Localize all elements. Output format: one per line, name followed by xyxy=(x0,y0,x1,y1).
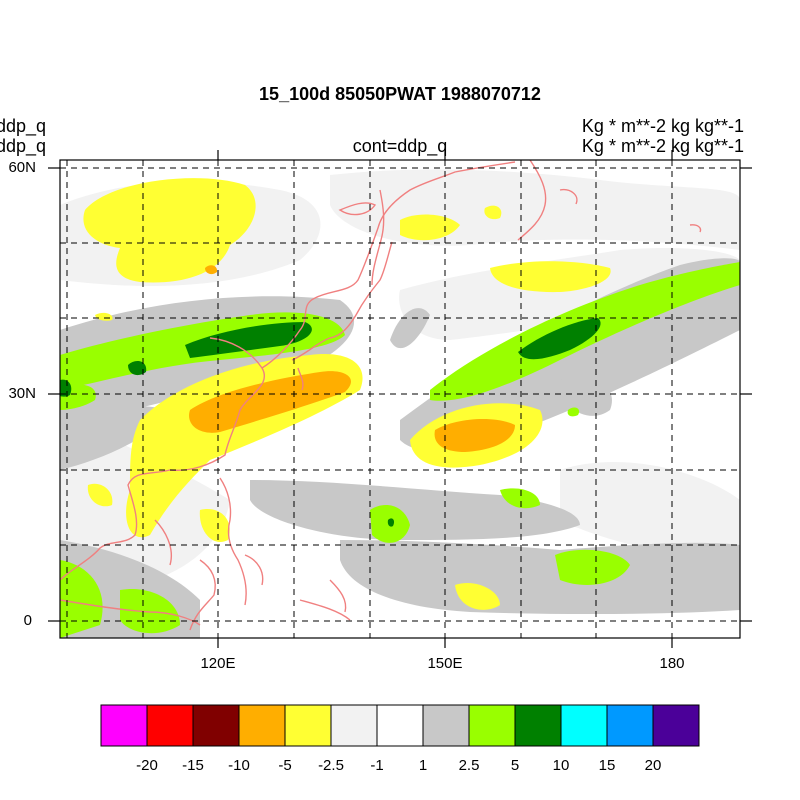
map-title: 15_100d 85050PWAT 1988070712 xyxy=(259,84,541,104)
right-units-2: Kg * m**-2 kg kg**-1 xyxy=(581,136,744,156)
lat-label-60n: 60N xyxy=(8,159,36,176)
colorbar-swatch xyxy=(100,704,148,747)
colorbar-swatch xyxy=(468,704,516,747)
colorbar-swatch xyxy=(514,704,562,747)
lon-label-150e: 150E xyxy=(427,655,463,672)
colorbar xyxy=(100,704,700,747)
colorbar-label: 2.5 xyxy=(458,757,480,774)
colorbar-swatch xyxy=(146,704,194,747)
colorbar-label: 20 xyxy=(644,757,662,774)
colorbar-label: 10 xyxy=(552,757,570,774)
center-label: cont=ddp_q xyxy=(352,136,448,156)
colorbar-swatch xyxy=(422,704,470,747)
colorbar-label: -10 xyxy=(228,757,250,774)
colorbar-swatch xyxy=(652,704,700,747)
colorbar-swatch xyxy=(284,704,332,747)
colorbar-swatch xyxy=(192,704,240,747)
colorbar-label: -1 xyxy=(370,757,384,774)
graticule xyxy=(60,160,740,638)
colorbar-swatch xyxy=(238,704,286,747)
map-frame xyxy=(59,159,741,639)
colorbar-swatch xyxy=(560,704,608,747)
lat-label-30n: 30N xyxy=(8,385,36,402)
lon-label-120e: 120E xyxy=(200,655,236,672)
lat-label-0: 0 xyxy=(23,612,32,629)
colorbar-label: -15 xyxy=(182,757,204,774)
colorbar-label: 1 xyxy=(418,757,428,774)
axis-ticks xyxy=(48,150,752,648)
left-label-2: ddp_q xyxy=(0,136,47,156)
colorbar-label: -2.5 xyxy=(318,757,344,774)
coastline-layer xyxy=(60,160,702,631)
colorbar-label: 15 xyxy=(598,757,616,774)
colorbar-swatch xyxy=(376,704,424,747)
colorbar-label: 5 xyxy=(510,757,520,774)
lon-label-180: 180 xyxy=(659,655,685,672)
colorbar-label: -5 xyxy=(278,757,292,774)
map-field xyxy=(60,160,740,638)
colorbar-label: -20 xyxy=(136,757,158,774)
colorbar-swatch xyxy=(330,704,378,747)
left-label-1: ddp_q xyxy=(0,116,47,136)
colorbar-swatch xyxy=(606,704,654,747)
right-units-1: Kg * m**-2 kg kg**-1 xyxy=(581,116,744,136)
